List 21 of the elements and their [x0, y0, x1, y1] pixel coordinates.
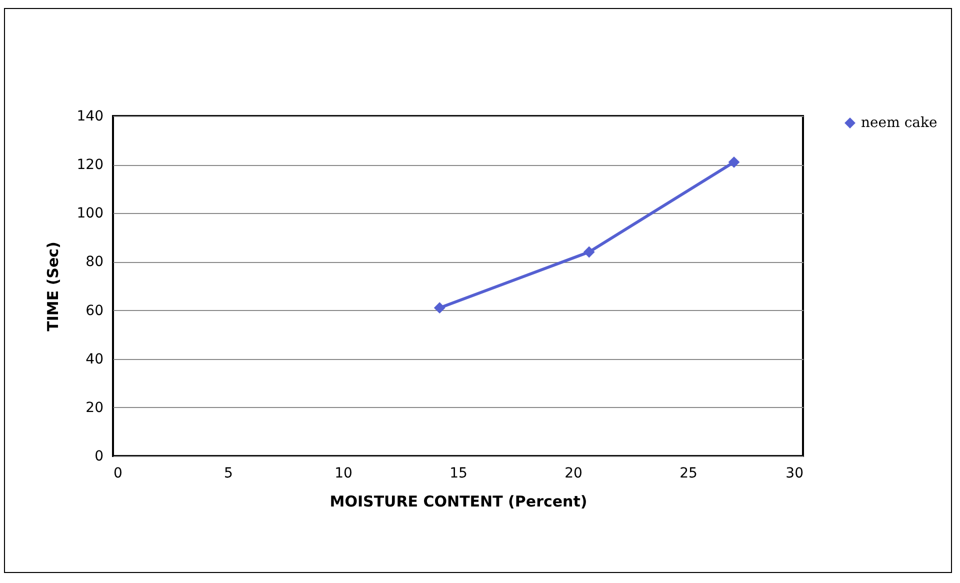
x-tick-label: 30 [786, 466, 804, 482]
x-tick-label: 10 [334, 466, 352, 482]
x-tick-label: 5 [224, 466, 233, 482]
y-tick-label: 60 [86, 302, 104, 319]
y-tick-label: 40 [86, 351, 104, 368]
y-tick-label: 140 [76, 108, 104, 124]
y-tick-label: 0 [94, 448, 104, 464]
legend-label: neem cake [861, 115, 938, 131]
y-tick-label: 20 [86, 400, 104, 416]
y-axis-title: TIME (Sec) [44, 242, 62, 332]
point [583, 246, 595, 258]
point [728, 156, 740, 168]
x-tick-label: 0 [114, 466, 122, 482]
y-tick-label: 80 [86, 254, 104, 270]
y-tick-label: 100 [76, 206, 104, 222]
point [434, 302, 446, 314]
y-tick-label: 120 [76, 157, 104, 174]
x-axis-title: MOISTURE CONTENT (Percent) [330, 492, 588, 510]
x-tick-label: 15 [450, 466, 468, 482]
x-tick-label: 25 [680, 466, 698, 482]
x-tick-label: 20 [564, 466, 582, 482]
